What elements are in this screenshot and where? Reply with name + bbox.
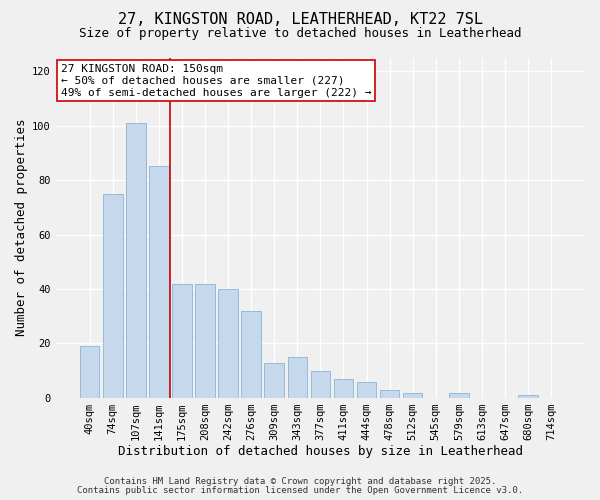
Bar xyxy=(334,379,353,398)
Bar xyxy=(103,194,122,398)
X-axis label: Distribution of detached houses by size in Leatherhead: Distribution of detached houses by size … xyxy=(118,444,523,458)
Bar xyxy=(126,123,146,398)
Y-axis label: Number of detached properties: Number of detached properties xyxy=(15,119,28,336)
Bar xyxy=(449,392,469,398)
Text: 27 KINGSTON ROAD: 150sqm
← 50% of detached houses are smaller (227)
49% of semi-: 27 KINGSTON ROAD: 150sqm ← 50% of detach… xyxy=(61,64,371,98)
Bar xyxy=(265,362,284,398)
Bar xyxy=(218,289,238,398)
Bar xyxy=(311,370,330,398)
Bar xyxy=(380,390,400,398)
Bar xyxy=(172,284,192,398)
Bar xyxy=(518,395,538,398)
Bar xyxy=(195,284,215,398)
Bar xyxy=(287,357,307,398)
Bar xyxy=(80,346,100,398)
Bar xyxy=(357,382,376,398)
Text: Contains public sector information licensed under the Open Government Licence v3: Contains public sector information licen… xyxy=(77,486,523,495)
Bar xyxy=(149,166,169,398)
Bar xyxy=(241,311,261,398)
Text: Size of property relative to detached houses in Leatherhead: Size of property relative to detached ho… xyxy=(79,28,521,40)
Text: 27, KINGSTON ROAD, LEATHERHEAD, KT22 7SL: 27, KINGSTON ROAD, LEATHERHEAD, KT22 7SL xyxy=(118,12,482,28)
Bar xyxy=(403,392,422,398)
Text: Contains HM Land Registry data © Crown copyright and database right 2025.: Contains HM Land Registry data © Crown c… xyxy=(104,477,496,486)
